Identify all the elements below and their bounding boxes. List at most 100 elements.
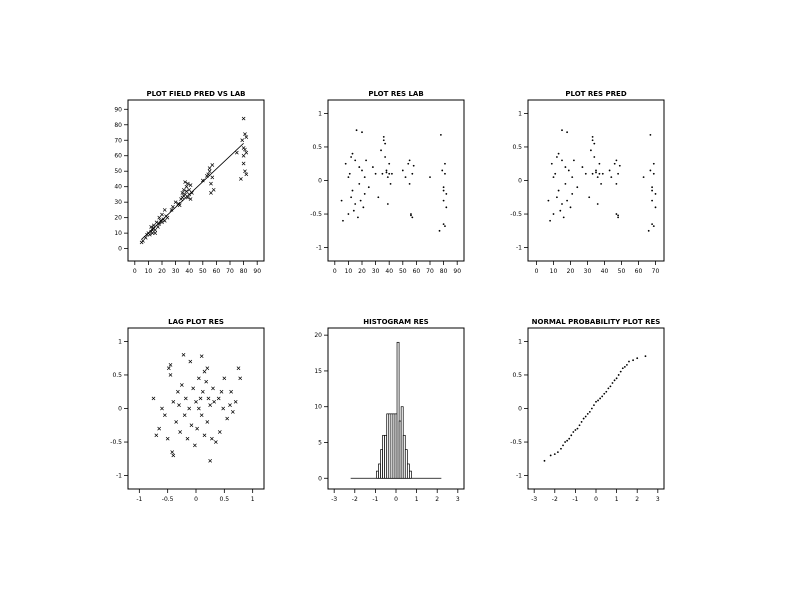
- data-point: [157, 215, 162, 220]
- data-point: [380, 149, 382, 152]
- data-point: [185, 436, 190, 441]
- data-point: [182, 413, 187, 418]
- data-point: [208, 403, 213, 407]
- panel-3: PLOT RES PRED 0 10 20 30 40 50 60 70 -1 -0.5 0 0.5 1: [510, 90, 665, 275]
- data-point: [626, 363, 628, 366]
- data-point: [573, 159, 575, 162]
- data-point: [171, 453, 176, 458]
- data-point: [210, 436, 214, 441]
- data-point: [183, 192, 187, 197]
- data-point: [613, 379, 616, 382]
- x-tick-label: 40: [385, 268, 393, 275]
- data-point: [391, 172, 393, 175]
- data-point: [617, 214, 619, 217]
- y-tick-label: 20: [114, 215, 122, 222]
- data-point: [151, 223, 156, 228]
- data-point: [217, 430, 222, 434]
- data-point: [562, 444, 564, 447]
- data-point: [652, 162, 655, 165]
- panel-5: HISTOGRAM RES -3 -2 -1 0 1 2 3 0 5 10 15 20: [314, 318, 465, 503]
- data-point: [206, 396, 211, 401]
- data-point: [229, 389, 233, 394]
- y-tick-label: 0: [118, 246, 122, 253]
- data-point: [198, 396, 203, 401]
- data-point: [234, 150, 239, 155]
- data-point: [389, 182, 392, 185]
- data-point: [590, 149, 592, 152]
- data-point: [374, 172, 377, 175]
- y-tick-label: -1: [316, 245, 322, 252]
- data-point: [173, 200, 178, 205]
- data-point: [649, 133, 652, 136]
- data-point: [157, 221, 162, 226]
- data-point: [598, 162, 601, 165]
- data-point: [188, 183, 193, 187]
- fit-line: [141, 143, 244, 240]
- y-tick-label: -1: [516, 473, 522, 480]
- y-tick-label: 0.5: [312, 144, 322, 151]
- data-point: [382, 139, 385, 142]
- data-point: [651, 186, 653, 189]
- data-point: [238, 376, 243, 381]
- data-point: [595, 169, 597, 172]
- data-point: [386, 176, 389, 179]
- data-point: [651, 189, 653, 192]
- y-tick-label: 40: [114, 184, 122, 191]
- x-tick-label: 10: [550, 268, 558, 275]
- data-point: [562, 216, 565, 219]
- panel-1: PLOT FIELD PRED VS LAB 0 10 20 30 40 50 60 70 80 9…: [114, 90, 265, 275]
- data-point: [439, 133, 442, 136]
- panel-title: PLOT RES PRED: [565, 90, 626, 98]
- data-point: [564, 182, 567, 185]
- data-point: [171, 399, 176, 404]
- data-point: [410, 214, 412, 217]
- data-point: [222, 376, 227, 381]
- data-point: [381, 172, 384, 175]
- data-point: [567, 169, 570, 172]
- data-point: [188, 359, 193, 364]
- data-point: [243, 132, 247, 136]
- data-point: [169, 208, 174, 212]
- data-point: [408, 182, 411, 185]
- data-point: [632, 359, 634, 362]
- data-point: [552, 176, 555, 179]
- data-point: [185, 181, 190, 186]
- data-point: [184, 184, 189, 189]
- data-point: [181, 352, 186, 357]
- data-point: [615, 182, 618, 185]
- data-point: [429, 176, 431, 179]
- data-point: [171, 204, 175, 209]
- data-point: [150, 231, 155, 235]
- data-point: [386, 203, 389, 205]
- data-point: [623, 366, 626, 368]
- panel-6: NORMAL PROBABILITY PLOT RES -3 -2 -1 0 1 2 3 -1 -…: [510, 318, 665, 503]
- data-point: [243, 147, 247, 152]
- panel-title: PLOT FIELD PRED VS LAB: [146, 90, 245, 98]
- x-tick-label: 10: [145, 268, 153, 275]
- data-point: [584, 415, 587, 418]
- data-point: [441, 169, 444, 172]
- histogram-bar: [396, 341, 400, 479]
- data-point: [442, 189, 445, 192]
- data-point: [566, 131, 568, 134]
- x-tick-label: -2: [552, 496, 558, 503]
- data-point: [351, 152, 354, 155]
- data-point: [151, 396, 156, 401]
- x-tick-label: 20: [567, 268, 575, 275]
- data-point: [187, 192, 192, 197]
- data-point: [438, 229, 441, 232]
- data-point: [348, 172, 351, 175]
- data-point: [187, 406, 192, 411]
- data-point: [358, 182, 361, 185]
- data-point: [543, 459, 546, 462]
- x-tick-label: 30: [584, 268, 592, 275]
- y-tick-label: -0.5: [510, 211, 522, 218]
- data-point: [404, 176, 407, 179]
- data-point: [554, 172, 557, 175]
- data-point: [411, 172, 414, 175]
- y-tick-label: 0: [318, 475, 322, 482]
- y-tick-label: 0: [518, 406, 522, 413]
- x-tick-label: 20: [358, 268, 366, 275]
- data-point: [571, 176, 574, 179]
- data-point: [244, 172, 249, 177]
